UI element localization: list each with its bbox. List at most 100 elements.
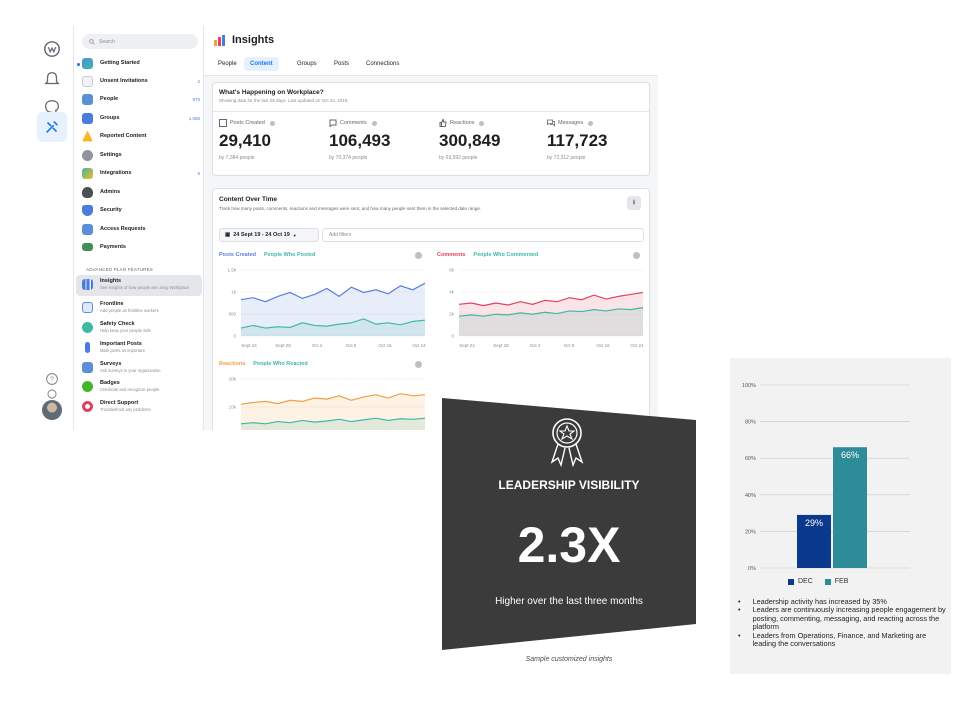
sidebar-item-badges[interactable]: Badges Celebrate and recognize people [76, 377, 202, 398]
y-tick-label: 4k [449, 290, 455, 295]
sidebar-item-reported-content[interactable]: Reported Content [82, 128, 200, 144]
series-line-secondary [240, 417, 426, 425]
sidebar-item-label: People [100, 96, 119, 102]
gear-icon [82, 149, 93, 161]
sidebar-item-integrations[interactable]: Integrations 5 [82, 165, 200, 181]
sidebar-item-description: Help keep your people safe [100, 328, 151, 333]
y-tick-label: 0 [451, 334, 454, 339]
y-tick-label: 6k [449, 268, 455, 273]
sidebar-item-label: Getting Started [100, 60, 140, 66]
info-icon[interactable] [479, 120, 485, 126]
sidebar-item-surveys[interactable]: Surveys Ask surveys to your organization [76, 358, 202, 379]
comments-chart: 6k 4k 2k 0 Sept 24 Sept 28 Oct 2 Oct 8 Oct 16 Oct… [449, 268, 644, 349]
sidebar-item-frontline[interactable]: Frontline Add people as frontline workers [76, 298, 202, 319]
info-icon[interactable] [371, 120, 377, 126]
sidebar-item-security[interactable]: Security [82, 202, 200, 218]
post-icon [219, 119, 227, 127]
tab-content[interactable]: Content [244, 57, 279, 71]
info-icon[interactable] [588, 120, 594, 126]
legend-label: DEC [798, 578, 813, 585]
sidebar-item-label: Reported Content [100, 133, 147, 139]
y-tick-label: 0% [748, 566, 756, 572]
sidebar-item-label: Frontline [100, 301, 124, 307]
sidebar-item-access-requests[interactable]: Access Requests [82, 221, 200, 237]
workplace-logo-icon[interactable] [37, 34, 67, 64]
sidebar-item-payments[interactable]: Payments [82, 239, 200, 255]
add-filters-input[interactable]: Add filters [322, 228, 644, 242]
series-area-secondary [241, 318, 425, 336]
help-icon[interactable]: ? [37, 364, 67, 394]
list-item: • Leaders from Operations, Finance, and M… [738, 630, 948, 649]
metric-label: Reactions [450, 120, 475, 126]
download-icon: ⭳ [632, 198, 636, 206]
info-icon[interactable] [415, 361, 422, 368]
tab-people[interactable]: People [218, 61, 237, 67]
series-area-primary [241, 283, 425, 336]
leadership-bar-chart: 0% 20% 40% 60% 80% 100% 29% 66% [742, 383, 910, 572]
y-tick-label: 100% [742, 383, 756, 389]
metric-subtext: by 7,384 people [219, 155, 255, 161]
divider [213, 111, 649, 112]
sidebar-item-getting-started[interactable]: Getting Started [82, 55, 200, 71]
series-line-secondary [458, 307, 644, 317]
list-item: • Leadership activity has increased by 35… [738, 597, 948, 606]
metric-posts-created: Posts Created 29,410 by 7,384 people [219, 119, 327, 173]
sidebar-item-insights[interactable]: Insights See insights of how people are u… [76, 275, 202, 296]
admin-tools-icon[interactable] [37, 112, 67, 142]
payment-card-icon [82, 243, 93, 251]
series-line-primary [240, 282, 426, 303]
tab-groups[interactable]: Groups [297, 61, 317, 67]
x-tick-label: Sept 24 [241, 343, 257, 348]
avatar[interactable] [42, 400, 62, 420]
tab-posts[interactable]: Posts [334, 61, 350, 67]
sidebar-item-settings[interactable]: Settings [82, 147, 200, 163]
sidebar-item-label: Groups [100, 115, 120, 121]
bullet-dot: • [738, 630, 741, 640]
notifications-bell-icon[interactable] [37, 64, 67, 94]
status-icon[interactable] [37, 379, 67, 409]
sidebar-item-label: Direct Support [100, 400, 139, 406]
integrations-cube-icon [82, 167, 93, 179]
info-icon[interactable] [415, 252, 422, 259]
date-range-picker[interactable]: ▦ 24 Sept 19 - 24 Oct 19 ▼ [219, 228, 319, 242]
info-icon[interactable] [633, 252, 640, 259]
insights-main: Insights People Content Groups Posts Con… [204, 26, 658, 430]
sidebar-item-description: Ask surveys to your organization [100, 368, 161, 373]
bar-feb [833, 447, 867, 568]
sidebar-item-people[interactable]: People 975 [82, 91, 200, 107]
sidebar-item-safety-check[interactable]: Safety Check Help keep your people safe [76, 318, 202, 339]
info-icon[interactable] [269, 120, 275, 126]
content-over-time-card: Content Over Time Track how many posts, … [212, 188, 650, 430]
sidebar-item-important-posts[interactable]: Important Posts Mark posts as important [76, 338, 202, 359]
advanced-features-header: ADVANCED PLAN FEATURES [86, 267, 153, 272]
sidebar-item-label: Surveys [100, 361, 122, 367]
chevron-down-icon: ▼ [292, 232, 297, 238]
sidebar-item-count: 975 [192, 96, 200, 102]
sidebar-item-label: Unsent Invitations [100, 78, 148, 84]
search-input[interactable]: Search [82, 34, 198, 49]
sidebar-item-groups[interactable]: Groups 1,056 [82, 110, 200, 126]
sidebar-item-label: Insights [100, 278, 122, 284]
summary-title: What's Happening on Workplace? [219, 89, 324, 96]
sidebar-item-label: Admins [100, 189, 121, 195]
frontline-icon [82, 302, 93, 313]
content-over-time-title: Content Over Time [219, 196, 278, 203]
summary-card: What's Happening on Workplace? Showing d… [212, 82, 650, 176]
sidebar-item-admins[interactable]: Admins [82, 184, 200, 200]
tab-connections[interactable]: Connections [366, 61, 400, 67]
sidebar-item-label: Security [100, 207, 122, 213]
x-tick-label: Oct 24 [412, 343, 426, 348]
x-tick-label: Oct 8 [346, 343, 357, 348]
nav-rail: ? [30, 26, 74, 430]
page-title: Insights [232, 34, 275, 46]
sidebar-item-unsent-invitations[interactable]: Unsent Invitations 2 [82, 73, 200, 89]
metric-comments: Comments 106,493 by 70,374 people [329, 119, 437, 173]
y-tick-label: 60% [745, 456, 756, 462]
sidebar-item-direct-support[interactable]: Direct Support Troubleshoot any problems [76, 397, 202, 418]
groups-icon [82, 112, 93, 124]
download-button[interactable]: ⭳ [627, 196, 641, 210]
rocket-icon [82, 57, 93, 69]
sidebar-item-label: Payments [100, 244, 126, 250]
comments-chart-header: Comments People Who Commented [437, 252, 538, 258]
metric-value: 29,410 [219, 131, 271, 150]
